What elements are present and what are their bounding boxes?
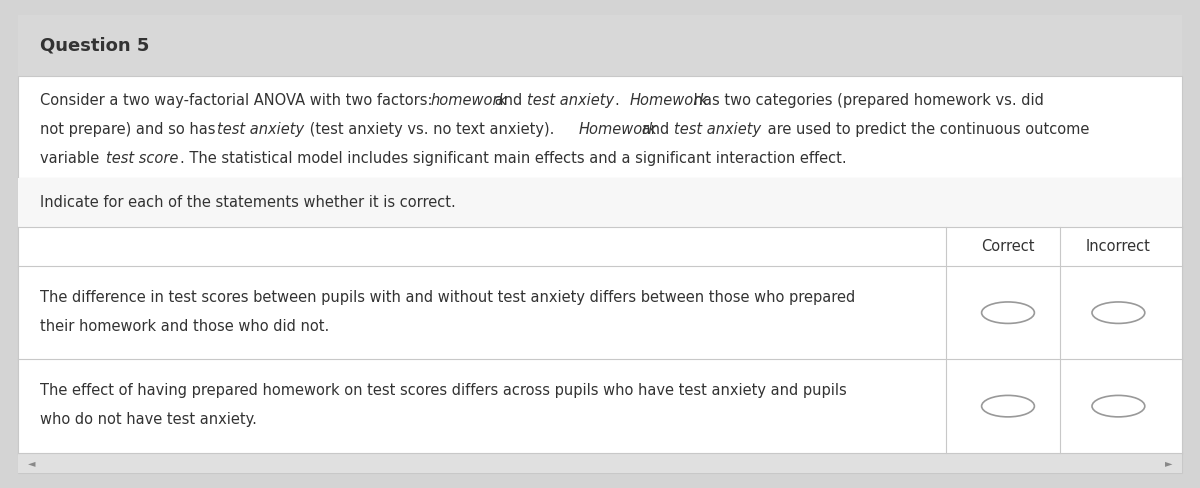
- Text: Homework: Homework: [578, 122, 658, 137]
- Text: Homework: Homework: [630, 93, 709, 107]
- FancyBboxPatch shape: [18, 15, 1182, 76]
- Text: .: .: [616, 93, 625, 107]
- Text: (test anxiety vs. no text anxiety).: (test anxiety vs. no text anxiety).: [305, 122, 559, 137]
- Text: ◄: ◄: [28, 458, 35, 468]
- Text: test anxiety: test anxiety: [217, 122, 304, 137]
- Text: has two categories (prepared homework vs. did: has two categories (prepared homework vs…: [689, 93, 1044, 107]
- Text: and: and: [490, 93, 527, 107]
- FancyBboxPatch shape: [18, 227, 1182, 453]
- Text: test score: test score: [106, 151, 179, 166]
- Text: not prepare) and so has: not prepare) and so has: [40, 122, 220, 137]
- Text: Question 5: Question 5: [40, 36, 149, 54]
- Text: and: and: [637, 122, 674, 137]
- Text: Indicate for each of the statements whether it is correct.: Indicate for each of the statements whet…: [40, 195, 455, 210]
- Text: who do not have test anxiety.: who do not have test anxiety.: [40, 412, 257, 427]
- Text: variable: variable: [40, 151, 103, 166]
- Text: Correct: Correct: [982, 239, 1034, 254]
- Text: The effect of having prepared homework on test scores differs across pupils who : The effect of having prepared homework o…: [40, 383, 846, 398]
- Text: test anxiety: test anxiety: [674, 122, 762, 137]
- Text: homework: homework: [431, 93, 508, 107]
- Text: test anxiety: test anxiety: [527, 93, 614, 107]
- FancyBboxPatch shape: [18, 178, 1182, 227]
- FancyBboxPatch shape: [18, 453, 1182, 473]
- Text: ►: ►: [1165, 458, 1172, 468]
- Text: . The statistical model includes significant main effects and a significant inte: . The statistical model includes signifi…: [180, 151, 846, 166]
- Text: Consider a two way-factorial ANOVA with two factors:: Consider a two way-factorial ANOVA with …: [40, 93, 437, 107]
- Text: Incorrect: Incorrect: [1086, 239, 1151, 254]
- Text: The difference in test scores between pupils with and without test anxiety diffe: The difference in test scores between pu…: [40, 289, 854, 305]
- Text: are used to predict the continuous outcome: are used to predict the continuous outco…: [763, 122, 1090, 137]
- Text: their homework and those who did not.: their homework and those who did not.: [40, 319, 329, 334]
- FancyBboxPatch shape: [18, 76, 1182, 473]
